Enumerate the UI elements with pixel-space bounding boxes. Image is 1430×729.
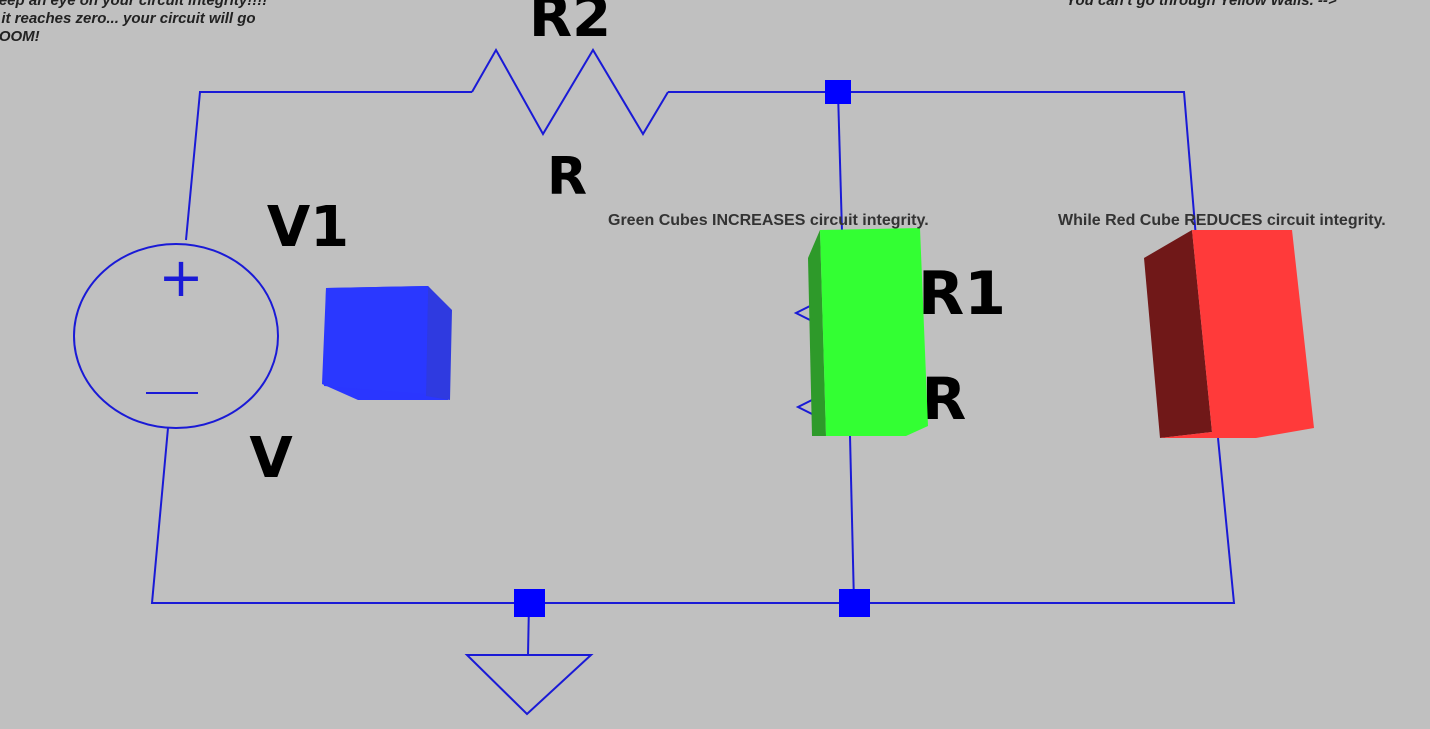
- r1-value-label: R: [922, 365, 967, 433]
- resistor-r1-symbol: [793, 305, 811, 321]
- r2-value-label: R: [547, 147, 587, 207]
- integrity-warning-line-1: Keep an eye on your circuit integrity!!!…: [0, 0, 268, 9]
- integrity-warning: Keep an eye on your circuit integrity!!!…: [0, 0, 267, 46]
- green-cube[interactable]: [808, 228, 928, 436]
- resistor-r2-symbol: [471, 47, 669, 137]
- red-cube-hint: While Red Cube REDUCES circuit integrity…: [1058, 212, 1386, 229]
- red-cube-front: [1160, 230, 1314, 438]
- yellow-wall-hint: You can't go through Yellow Walls. -->: [1066, 0, 1337, 9]
- integrity-warning-line-3: BOOM!: [0, 28, 40, 45]
- wire-top-left: [185, 91, 472, 241]
- r2-name-label: R2: [529, 0, 611, 50]
- integrity-warning-line-2: If it reaches zero... your circuit will …: [0, 10, 256, 27]
- node-bottom-left: [514, 589, 545, 617]
- red-cube[interactable]: [1144, 230, 1314, 438]
- wire-bottom-left: [150, 427, 1236, 604]
- node-bottom-right: [839, 589, 870, 617]
- green-cube-front: [820, 228, 928, 436]
- wire-r1-bottom: [849, 435, 855, 604]
- node-top: [825, 80, 851, 104]
- blue-cube-side: [426, 286, 452, 400]
- r1-name-label: R1: [918, 259, 1006, 329]
- v1-name-label: V1: [267, 195, 349, 260]
- blue-cube-face: [324, 286, 428, 394]
- ground-symbol: [464, 654, 594, 716]
- v1-value-label: V: [249, 426, 293, 491]
- plus-sign: +: [158, 246, 203, 309]
- voltage-source-symbol: [73, 243, 279, 429]
- red-cube-side: [1144, 230, 1212, 438]
- circuit-wires: [150, 91, 1236, 656]
- resistor-r1-symbol-lower: [795, 399, 813, 415]
- blue-cube[interactable]: [322, 286, 452, 400]
- green-cube-hint: Green Cubes INCREASES circuit integrity.: [608, 212, 929, 229]
- wire-r1-top: [837, 91, 843, 233]
